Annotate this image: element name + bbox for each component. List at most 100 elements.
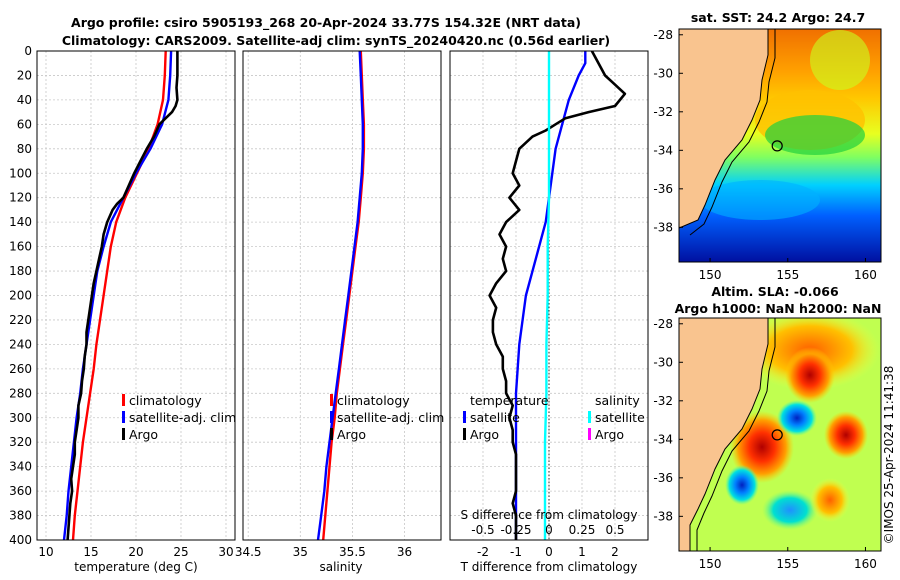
legend-label-argo: Argo [129,427,158,442]
map-y-tick-label: -32 [653,394,673,408]
legend-swatch-satellite [122,411,125,423]
map-y-tick-label: -34 [653,432,673,446]
salinity-series [316,51,366,540]
y-tick-label: 40 [17,93,32,107]
x-tick-label: 0 [545,545,553,559]
map-y-tick-label: -30 [653,66,673,80]
difference-legend-salinity: salinity satellite Argo [588,393,645,442]
series-line-temperature-argo [488,51,627,540]
y-tick-label: 20 [17,68,32,82]
y-tick-label: 400 [9,533,32,547]
map-y-tick-label: -30 [653,355,673,369]
diff-legend-label-s-satellite: satellite [595,410,645,425]
map-x-tick-label: 155 [776,557,799,571]
sla-land [679,318,768,551]
series-line-temperature-satellite [514,51,587,540]
diff-legend-label-t-argo: Argo [470,427,499,442]
y-tick-label: 320 [9,435,32,449]
map-y-tick-label: -34 [653,143,673,157]
sla-eddy-warm-1 [785,347,835,403]
map-y-tick-label: -38 [653,220,673,234]
depth-tick-labels: 0 20 40 60 80 100 120 140 160 180 200 220 240 260 280 3… [9,44,32,547]
y-tick-label: 340 [9,460,32,474]
sla-eddy-warm-3 [824,411,868,459]
series-line-salinity-satellite [543,51,551,540]
x-tick-label: 1 [578,545,586,559]
sst-map-title: sat. SST: 24.2 Argo: 24.7 [691,10,865,25]
s-difference-tick-labels: -0.5 -0.25 0 0.25 0.5 [471,523,624,537]
sla-eddy-cool-2 [725,465,759,505]
y-tick-label: 180 [9,264,32,278]
x-tick-label: 35.5 [339,545,366,559]
sla-eddy-warm-4 [810,478,850,522]
y-tick-label: 140 [9,215,32,229]
salinity-grid [243,50,441,541]
title-line-1: Argo profile: csiro 5905193_268 20-Apr-2… [71,15,581,31]
map-y-tick-label: -38 [653,509,673,523]
sla-eddy-cool-3 [762,490,818,530]
diff-legend-label-t-satellite: satellite [470,410,520,425]
temperature-tick-labels: 10 15 20 25 30 [38,545,233,559]
sal-legend-label-satellite: satellite-adj. clim [337,410,444,425]
sst-map-frame [678,28,882,263]
salinity-panel: 34.5 35 35.5 36 salinity climatology satell… [235,50,444,574]
temperature-series [62,51,179,540]
y-tick-label: 360 [9,484,32,498]
temperature-legend: climatology satellite-adj. clim Argo [122,393,236,442]
sal-legend-swatch-climatology [330,394,333,406]
salinity-legend: climatology satellite-adj. clim Argo [330,393,444,442]
x-tick-label: 34.5 [235,545,262,559]
x-tick-label: 25 [173,545,188,559]
x-tick-label: 30 [218,545,233,559]
diff-legend-heading-temperature: temperature [470,393,549,408]
y-tick-label: 220 [9,313,32,327]
sla-map-title-2: Argo h1000: NaN h2000: NaN [675,301,882,316]
s-diff-tick-label: 0.25 [569,523,596,537]
x-tick-label: 35 [293,545,308,559]
sla-coastline [689,318,769,551]
map-x-tick-label: 160 [854,268,877,282]
map-y-tick-label: -28 [653,28,673,42]
series-line-satellite-adj-clim [316,51,364,540]
sst-coastline [679,29,769,229]
map-y-tick-label: -36 [653,182,673,196]
t-difference-tick-labels: -2 -1 0 1 2 [477,545,619,559]
x-tick-label: 20 [128,545,143,559]
sst-map-ticks: 150 155 160 -28 -30 -32 -34 -36 -38 [653,28,877,282]
y-tick-label: 240 [9,337,32,351]
difference-series [488,51,627,540]
sst-land [679,29,768,228]
y-tick-label: 0 [24,44,32,58]
sst-shelf-contour [689,29,776,236]
s-difference-axis-label: S difference from climatology [461,508,638,522]
x-tick-label: 15 [83,545,98,559]
sal-legend-swatch-satellite [330,411,333,423]
s-diff-tick-label: -0.5 [471,523,494,537]
y-tick-label: 200 [9,289,32,303]
diff-legend-heading-salinity: salinity [595,393,640,408]
t-difference-axis-label: T difference from climatology [460,560,638,574]
salinity-tick-labels: 34.5 35 35.5 36 [235,545,412,559]
map-x-tick-label: 155 [776,268,799,282]
sal-legend-label-climatology: climatology [337,393,410,408]
y-tick-label: 60 [17,117,32,131]
legend-label-satellite: satellite-adj. clim [129,410,236,425]
sla-map-frame [678,317,882,552]
y-tick-label: 300 [9,411,32,425]
title-line-2: Climatology: CARS2009. Satellite-adj cli… [62,33,610,49]
x-tick-label: 36 [397,545,412,559]
salinity-frame [242,50,442,541]
x-tick-label: -1 [510,545,522,559]
difference-panel: -2 -1 0 1 2 -0.5 -0.25 0 0.25 0.5 S difference f… [449,50,649,574]
y-tick-label: 80 [17,142,32,156]
diff-legend-swatch-s-satellite [588,411,591,423]
sla-map-ticks: 150 155 160 -28 -30 -32 -34 -36 -38 [653,317,877,571]
y-tick-label: 120 [9,191,32,205]
difference-grid [450,50,648,541]
s-diff-tick-label: 0.5 [605,523,624,537]
diff-legend-label-s-argo: Argo [595,427,624,442]
diff-legend-swatch-t-satellite [463,411,466,423]
sla-shelf-contour [696,318,776,551]
legend-swatch-argo [122,428,125,440]
map-x-tick-label: 150 [699,557,722,571]
